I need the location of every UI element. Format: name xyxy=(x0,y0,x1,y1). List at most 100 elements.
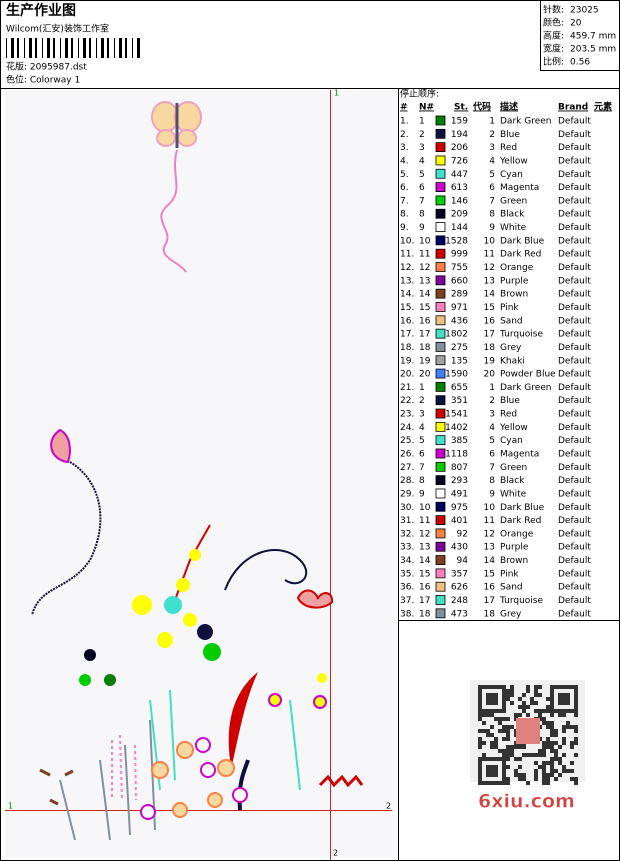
qr-module xyxy=(478,769,482,773)
code: 18 xyxy=(484,343,496,353)
qr-module xyxy=(534,693,538,697)
qr-module xyxy=(538,713,542,717)
qr-code xyxy=(478,685,578,785)
column-header: 元素 xyxy=(594,101,612,113)
bar-stripe xyxy=(53,38,55,58)
description: Pink xyxy=(500,569,519,579)
qr-module xyxy=(542,749,546,753)
qr-module xyxy=(550,725,554,729)
qr-module xyxy=(550,757,554,761)
qr-module xyxy=(538,765,542,769)
qr-module xyxy=(486,733,490,737)
brand: Default xyxy=(558,383,591,393)
qr-module xyxy=(502,761,506,765)
brand: Default xyxy=(558,290,591,300)
qr-module xyxy=(542,761,546,765)
qr-module xyxy=(506,733,510,737)
qr-module xyxy=(482,713,486,717)
row-index: 34. xyxy=(400,556,414,566)
description: Dark Blue xyxy=(500,236,545,246)
code: 8 xyxy=(489,210,495,220)
qr-module xyxy=(494,781,498,785)
bar-stripe xyxy=(35,38,37,58)
code: 3 xyxy=(489,410,495,420)
qr-module xyxy=(518,697,522,701)
qr-module xyxy=(546,741,550,745)
qr-module xyxy=(494,769,498,773)
qr-module xyxy=(514,713,518,717)
brand: Default xyxy=(558,250,591,260)
qr-module xyxy=(546,709,550,713)
qr-module xyxy=(510,753,514,757)
needle: 20 xyxy=(419,370,431,380)
code: 10 xyxy=(484,503,496,513)
description: Yellow xyxy=(499,156,528,166)
qr-module xyxy=(494,709,498,713)
color-swatch xyxy=(435,328,446,339)
color-swatch xyxy=(435,315,446,326)
qr-module xyxy=(510,725,514,729)
stitches: 146 xyxy=(451,196,468,206)
color-swatch xyxy=(435,115,446,126)
design-file: 花版: 2095987.dst xyxy=(6,61,87,73)
color-swatch xyxy=(435,595,446,605)
qr-module xyxy=(502,769,506,773)
qr-module xyxy=(542,717,546,721)
brand: Default xyxy=(558,423,591,433)
qr-module xyxy=(490,709,494,713)
qr-module xyxy=(566,709,570,713)
qr-module xyxy=(574,685,578,689)
row-index: 10. xyxy=(400,236,414,246)
qr-module xyxy=(502,777,506,781)
color-swatch xyxy=(435,195,446,206)
bar-stripe xyxy=(83,38,86,58)
qr-module xyxy=(482,685,486,689)
needle: 3 xyxy=(419,410,425,420)
row-index: 16. xyxy=(400,316,414,326)
qr-module xyxy=(534,777,538,781)
qr-module xyxy=(506,765,510,769)
row-index: 28. xyxy=(400,476,414,486)
qr-module xyxy=(486,697,490,701)
description: Dark Green xyxy=(500,383,551,393)
qr-module xyxy=(506,717,510,721)
barcode xyxy=(6,38,140,58)
color-swatch xyxy=(435,541,446,552)
color-swatch xyxy=(435,302,446,312)
brand: Default xyxy=(558,450,591,460)
qr-module xyxy=(574,777,578,781)
brand: Default xyxy=(558,130,591,140)
description: Orange xyxy=(500,263,534,273)
stat-value: 20 xyxy=(570,19,582,29)
row-index: 7. xyxy=(400,196,409,206)
code: 7 xyxy=(489,463,495,473)
bar-stripe xyxy=(11,38,14,58)
qr-module xyxy=(574,701,578,705)
qr-module xyxy=(546,737,550,741)
colorway: 色位: Colorway 1 xyxy=(6,74,80,86)
qr-module xyxy=(514,773,518,777)
qr-module xyxy=(562,693,566,697)
qr-module xyxy=(558,713,562,717)
color-swatch xyxy=(435,501,446,512)
qr-module xyxy=(494,745,498,749)
stitches: 92 xyxy=(457,529,468,539)
qr-module xyxy=(482,757,486,761)
stitches: 1528 xyxy=(445,236,468,246)
qr-module xyxy=(494,773,498,777)
qr-module xyxy=(554,709,558,713)
qr-module xyxy=(542,765,546,769)
qr-module xyxy=(482,721,486,725)
stat-label: 宽度: xyxy=(543,43,564,55)
description: Magenta xyxy=(500,183,539,193)
code: 16 xyxy=(484,316,496,326)
stat-value: 0.56 xyxy=(570,58,590,68)
qr-module xyxy=(522,773,526,777)
description: Purple xyxy=(500,543,529,553)
qr-module xyxy=(550,749,554,753)
qr-module xyxy=(526,685,530,689)
description: Red xyxy=(500,143,517,153)
qr-module xyxy=(570,725,574,729)
stitches: 1402 xyxy=(445,423,468,433)
qr-module xyxy=(518,757,522,761)
